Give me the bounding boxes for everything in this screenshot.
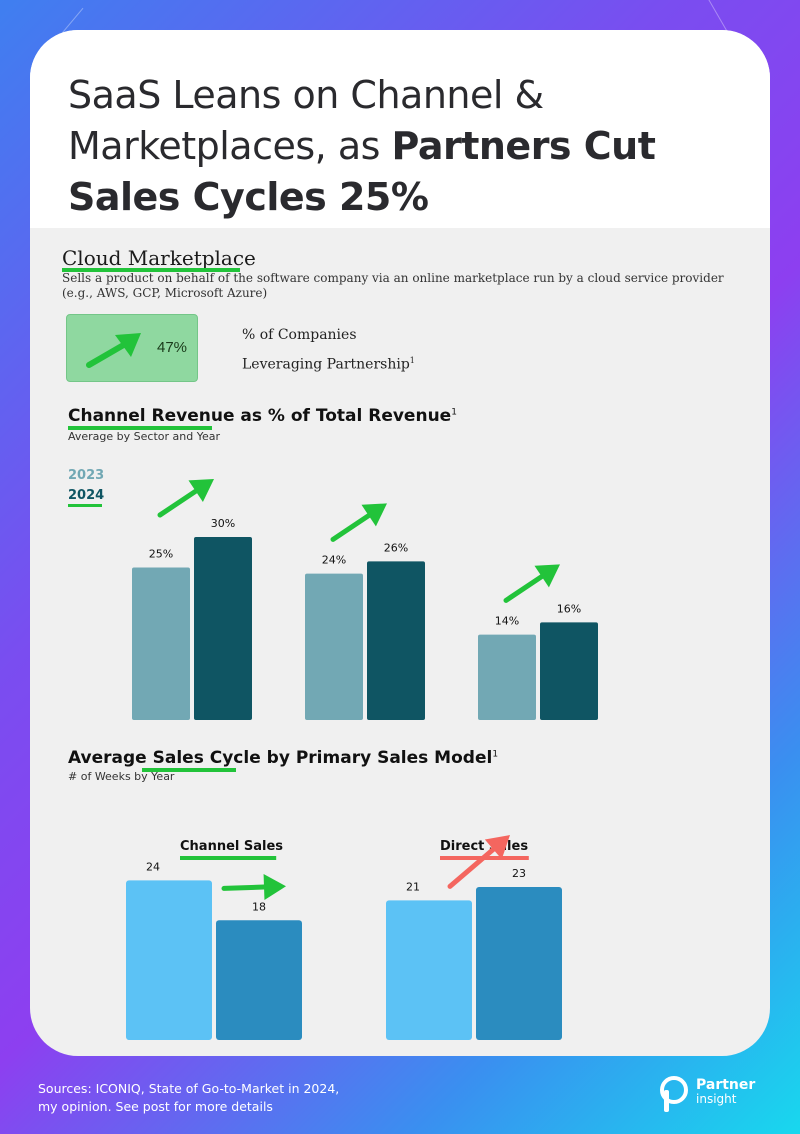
trend-up-arrow-icon-shaft	[330, 513, 372, 542]
data-label: 25%	[149, 548, 173, 561]
sales-cycle-chart-title: Average Sales Cycle by Primary Sales Mod…	[68, 748, 498, 768]
legend-2024: 2024	[68, 488, 105, 503]
brand-line2: insight	[696, 1092, 737, 1106]
infographic-card: SaaS Leans on Channel & Marketplaces, as…	[30, 30, 770, 1056]
sales-cycle-chart: 242023182024Channel Sales212023232024Dir…	[126, 835, 562, 1040]
partner-insight-logo-icon	[660, 1076, 688, 1112]
trend-up-arrow-icon	[503, 564, 560, 603]
footnote-marker: 1	[409, 356, 415, 365]
title-bold: Partners Cut Sales Cycles 25%	[68, 124, 656, 219]
stat-label-line1: % of Companies	[242, 327, 357, 343]
bar-2024-1	[476, 887, 562, 1040]
title-highlight: Sales Cycle	[152, 748, 261, 768]
data-label: 23	[512, 867, 526, 880]
sources-note: Sources: ICONIQ, State of Go-to-Market i…	[38, 1080, 438, 1116]
bar-2023-2	[478, 634, 536, 720]
trend-up-arrow-icon-head	[361, 503, 387, 527]
page-title: SaaS Leans on Channel & Marketplaces, as…	[68, 70, 748, 223]
title-regular: SaaS Leans on Channel & Marketplaces, as	[68, 73, 544, 168]
channel-revenue-subtitle: Average by Sector and Year	[68, 430, 220, 443]
marketplace-heading: Cloud Marketplace	[62, 246, 256, 270]
trend-down-arrow-icon-shaft	[221, 884, 267, 891]
data-label: 30%	[211, 517, 235, 530]
channel-revenue-chart: 25%30%Infrastructure24%26%Horizontal Saa…	[132, 479, 598, 720]
group-label: Direct Sales	[440, 839, 528, 854]
trend-up-arrow-icon-head	[484, 835, 510, 860]
partner-insight-logo: Partner insight	[656, 1076, 776, 1116]
marketplace-stat-box: 47%	[66, 314, 198, 382]
footnote-marker: 1	[492, 749, 499, 760]
title-start: Average	[68, 748, 153, 768]
trend-up-arrow-icon	[447, 835, 510, 889]
data-label: 18	[252, 900, 266, 913]
sources-line2: my opinion. See post for more details	[38, 1099, 273, 1114]
channel-revenue-underline	[68, 426, 212, 430]
group-label-underline	[180, 856, 277, 860]
trend-up-arrow-icon-head	[188, 479, 214, 503]
bar-2023-0	[132, 567, 190, 720]
bar-2024-2	[540, 622, 598, 720]
trend-up-arrow-icon	[86, 333, 141, 368]
stat-label-line2-text: Leveraging Partnership	[242, 356, 410, 373]
channel-revenue-chart-title: Channel Revenue as % of Total Revenue1	[68, 406, 457, 426]
bar-2023-1	[305, 573, 363, 720]
title-highlight: Channel Revenue	[68, 406, 235, 426]
sources-line1: Sources: ICONIQ, State of Go-to-Market i…	[38, 1081, 340, 1096]
trend-up-arrow-icon	[330, 503, 387, 542]
trend-up-arrow-icon-shaft	[447, 846, 496, 889]
data-label: 24%	[322, 554, 346, 567]
marketplace-description: Sells a product on behalf of the softwar…	[62, 271, 724, 300]
footnote-marker: 1	[451, 407, 457, 418]
bar-2023-1	[386, 900, 472, 1040]
trend-down-arrow-icon-head	[263, 874, 286, 901]
brand-line1: Partner	[696, 1077, 756, 1093]
brand-text: Partner insight	[696, 1078, 755, 1106]
trend-up-arrow-icon-head	[534, 564, 560, 588]
trend-up-arrow-icon	[157, 479, 214, 518]
title-rest: as % of Total Revenue	[234, 406, 452, 426]
bar-2024-1	[367, 561, 425, 720]
title-rest: by Primary Sales Model	[260, 748, 493, 768]
marketplace-stat-value: 47%	[157, 339, 188, 356]
legend-2023: 2023	[68, 468, 105, 483]
marketplace-stat-label: % of Companies Leveraging Partnership1	[242, 323, 415, 378]
group-label: Channel Sales	[180, 839, 283, 854]
stat-label-line2: Leveraging Partnership1	[242, 348, 415, 378]
trend-up-arrow-icon-shaft	[503, 574, 545, 603]
bar-2023-0	[126, 880, 212, 1040]
legend-2024-underline	[68, 504, 102, 507]
data-label: 24	[146, 860, 160, 873]
trend-up-arrow-icon-shaft	[157, 488, 199, 518]
marketplace-heading-underline	[62, 268, 240, 272]
bar-2024-0	[216, 920, 302, 1040]
trend-down-arrow-icon	[221, 874, 286, 901]
data-label: 21	[406, 880, 420, 893]
data-label: 16%	[557, 602, 581, 615]
header-area	[30, 30, 770, 228]
data-label: 26%	[384, 541, 408, 554]
data-label: 14%	[495, 615, 519, 628]
sales-cycle-underline	[142, 768, 236, 772]
sales-cycle-subtitle: # of Weeks by Year	[68, 770, 175, 783]
bar-2024-0	[194, 537, 252, 720]
